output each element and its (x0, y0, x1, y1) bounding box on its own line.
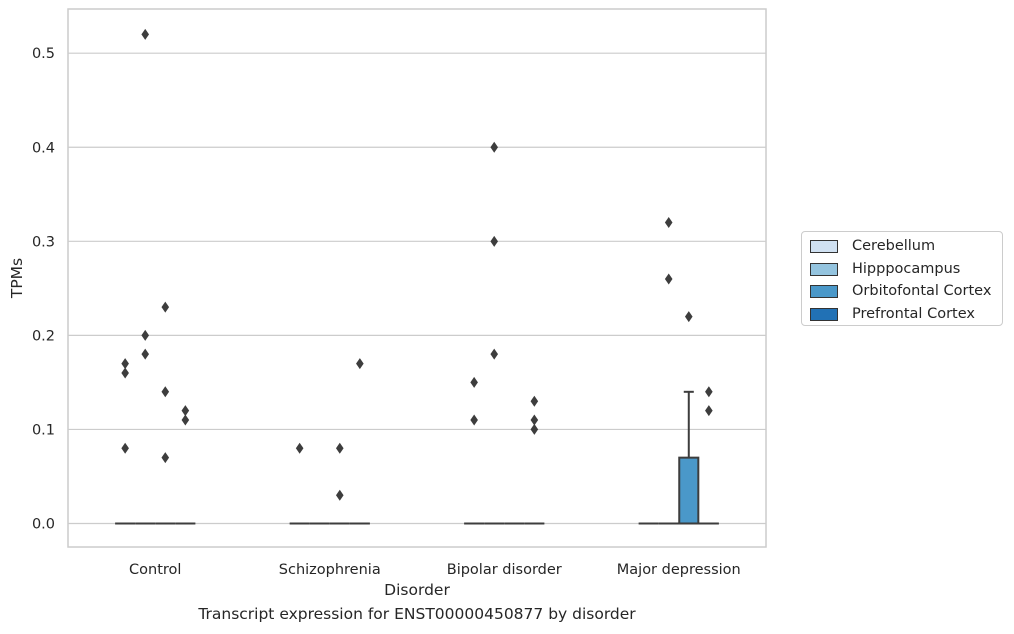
legend: Cerebellum Hipppocampus Orbitofontal Cor… (801, 231, 1003, 326)
x-tick-label: Bipolar disorder (447, 562, 562, 578)
legend-swatch-cerebellum (810, 239, 838, 253)
y-tick-label: 0.2 (32, 328, 55, 344)
y-tick-label: 0.0 (32, 516, 55, 532)
outlier-bipolar-disorder-hipppocampus (490, 235, 499, 247)
y-axis-label: TPMs (8, 258, 26, 299)
outlier-control-orbitofontal-cortex (161, 452, 170, 464)
outlier-control-orbitofontal-cortex (161, 386, 170, 398)
outlier-control-cerebellum (121, 442, 129, 454)
outlier-control-orbitofontal-cortex (161, 301, 170, 313)
outlier-schizophrenia-prefrontal-cortex (356, 358, 364, 370)
y-tick-label: 0.3 (32, 234, 55, 250)
box-major-depression-orbitofontal-cortex (678, 456, 700, 525)
outlier-bipolar-disorder-cerebellum (470, 376, 478, 388)
outlier-control-prefrontal-cortex (181, 405, 190, 417)
outlier-bipolar-disorder-prefrontal-cortex (530, 395, 539, 407)
legend-label-prefrontal-cortex: Prefrontal Cortex (852, 306, 975, 322)
outlier-bipolar-disorder-prefrontal-cortex (530, 423, 539, 435)
x-tick-label: Major depression (617, 562, 741, 578)
x-tick-label: Schizophrenia (279, 562, 381, 578)
outlier-control-prefrontal-cortex (181, 414, 190, 426)
y-tick-label: 0.5 (32, 46, 55, 62)
y-tick-label: 0.1 (32, 422, 55, 438)
legend-label-hipppocampus: Hipppocampus (852, 261, 961, 277)
outlier-major-depression-prefrontal-cortex (705, 386, 713, 398)
outlier-major-depression-prefrontal-cortex (705, 405, 713, 417)
outlier-control-hipppocampus (141, 28, 150, 40)
legend-item-hipppocampus: Hipppocampus (810, 260, 960, 278)
legend-label-orbitofontal-cortex: Orbitofontal Cortex (852, 283, 992, 299)
legend-item-prefrontal-cortex: Prefrontal Cortex (810, 305, 975, 323)
outlier-control-hipppocampus (141, 348, 150, 360)
outlier-major-depression-hipppocampus (664, 273, 673, 285)
y-tick-label: 0.4 (32, 140, 55, 156)
outlier-bipolar-disorder-hipppocampus (490, 348, 499, 360)
plot-area-frame (67, 8, 767, 548)
outlier-bipolar-disorder-prefrontal-cortex (530, 414, 539, 426)
outlier-major-depression-orbitofontal-cortex (684, 311, 693, 323)
x-axis-label: Disorder (384, 581, 450, 599)
chart-caption: Transcript expression for ENST0000045087… (198, 605, 636, 623)
outlier-bipolar-disorder-cerebellum (470, 414, 478, 426)
outlier-schizophrenia-cerebellum (295, 442, 304, 454)
legend-label-cerebellum: Cerebellum (852, 238, 936, 254)
outlier-schizophrenia-orbitofontal-cortex (335, 442, 344, 454)
legend-swatch-orbitofontal-cortex (810, 284, 838, 298)
legend-item-orbitofontal-cortex: Orbitofontal Cortex (810, 282, 991, 300)
legend-swatch-prefrontal-cortex (810, 307, 838, 321)
outlier-control-cerebellum (121, 367, 129, 379)
x-tick-label: Control (129, 562, 181, 578)
outlier-major-depression-hipppocampus (664, 217, 673, 229)
outlier-bipolar-disorder-hipppocampus (490, 141, 499, 153)
outlier-schizophrenia-orbitofontal-cortex (335, 489, 344, 501)
legend-swatch-hipppocampus (810, 262, 838, 276)
outlier-control-cerebellum (121, 358, 129, 370)
outlier-control-hipppocampus (141, 329, 150, 341)
legend-item-cerebellum: Cerebellum (810, 237, 935, 255)
